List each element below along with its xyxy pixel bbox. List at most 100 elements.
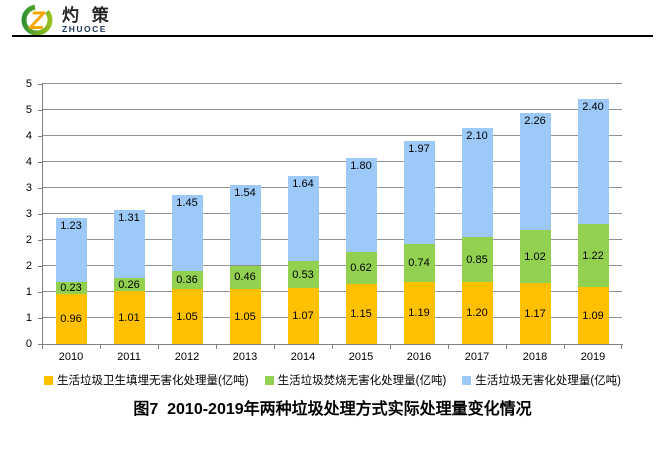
gridline: [42, 161, 622, 162]
bar-segment: 1.05: [229, 289, 261, 344]
bar-segment: 0.85: [461, 237, 493, 282]
y-axis-tick: [38, 318, 42, 319]
x-axis-tick: [621, 345, 622, 349]
header-divider: [12, 35, 653, 37]
bar-segment: 1.19: [403, 282, 435, 344]
x-axis-tick: [332, 345, 333, 349]
x-axis-tick: [216, 345, 217, 349]
gridline: [42, 187, 622, 188]
bar-segment: 1.64: [287, 175, 319, 261]
y-axis-tick-label: 3: [25, 208, 32, 220]
brand-text: 灼 策 ZHUOCE: [62, 5, 113, 34]
bar-segment: 1.17: [519, 283, 551, 344]
bar-value-label: 0.53: [292, 268, 314, 281]
legend-label: 生活垃圾卫生填埋无害化处理量(亿吨): [56, 375, 249, 387]
y-axis-tick: [38, 240, 42, 241]
y-axis-tick-label: 4: [25, 130, 32, 142]
bar-value-label: 1.02: [524, 250, 546, 263]
bar-segment: 1.15: [345, 284, 377, 344]
bar-segment: 1.01: [113, 291, 145, 344]
x-axis-tick: [42, 345, 43, 349]
y-axis-tick: [38, 188, 42, 189]
y-axis-tick-label: 2: [25, 234, 32, 246]
legend-item: 生活垃圾无害化处理量(亿吨): [462, 372, 621, 388]
x-axis-tick: [506, 345, 507, 349]
y-axis-line: [42, 84, 43, 345]
svg-text:Z: Z: [28, 7, 46, 35]
bar-value-label: 1.19: [408, 307, 430, 320]
bar-value-label: 1.05: [234, 310, 256, 323]
gridline: [42, 109, 622, 110]
bar-segment: 1.31: [113, 209, 145, 278]
bar-value-label: 1.05: [176, 310, 198, 323]
bar-value-label: 2.40: [582, 101, 604, 114]
legend-swatch-icon: [43, 375, 53, 385]
bar-segment: 1.07: [287, 288, 319, 344]
bar-value-label: 0.96: [60, 313, 82, 326]
x-axis-category-label: 2017: [464, 351, 490, 363]
bar-segment: 0.26: [113, 277, 145, 292]
bar-value-label: 2.10: [466, 130, 488, 143]
gridline: [42, 83, 622, 84]
gridline: [42, 135, 622, 136]
bar-segment: 1.23: [55, 218, 87, 283]
legend-swatch-icon: [462, 375, 472, 385]
x-axis-tick: [158, 345, 159, 349]
y-axis-tick-label: 5: [25, 78, 32, 90]
bar-segment: 0.23: [55, 282, 87, 294]
bar-segment: 0.46: [229, 265, 261, 290]
x-axis-category-label: 2010: [58, 351, 84, 363]
y-axis-tick-label: 2: [25, 260, 32, 272]
bar-segment: 0.96: [55, 294, 87, 344]
bar-value-label: 1.01: [118, 311, 140, 324]
bar-value-label: 0.36: [176, 274, 198, 287]
x-axis-category-label: 2011: [117, 351, 141, 363]
bar-value-label: 1.17: [524, 307, 546, 320]
y-axis-tick-label: 0: [25, 338, 32, 350]
brand-logo: Z 灼 策 ZHUOCE: [20, 3, 113, 37]
y-axis-tick: [38, 214, 42, 215]
y-axis-tick: [38, 110, 42, 111]
zhuoce-logo-icon: Z: [21, 4, 53, 36]
x-axis-tick: [274, 345, 275, 349]
bar-segment: 1.45: [171, 195, 203, 271]
bar-segment: 1.80: [345, 158, 377, 252]
bar-value-label: 1.97: [408, 143, 430, 156]
figure-caption: 图7 2010-2019年两种垃圾处理方式实际处理量变化情况: [133, 401, 532, 418]
y-axis-tick: [38, 266, 42, 267]
y-axis-tick-label: 1: [25, 312, 32, 324]
bar-value-label: 1.09: [582, 309, 604, 322]
bar-value-label: 0.46: [234, 271, 256, 284]
bar-segment: 0.36: [171, 270, 203, 290]
bar-value-label: 1.23: [60, 220, 82, 233]
gridline: [42, 317, 622, 318]
legend-label: 生活垃圾焚烧无害化处理量(亿吨): [277, 375, 447, 387]
bar-segment: 0.74: [403, 243, 435, 283]
gridline: [42, 239, 622, 240]
y-axis-tick-label: 4: [25, 156, 32, 168]
bar-segment: 1.05: [171, 289, 203, 344]
bar-value-label: 2.26: [524, 114, 546, 127]
bar-value-label: 1.22: [582, 249, 604, 262]
y-axis-tick: [38, 136, 42, 137]
brand-name-en: ZHUOCE: [62, 23, 107, 34]
bar-segment: 0.53: [287, 260, 319, 289]
x-axis-category-label: 2016: [406, 351, 432, 363]
x-axis-tick: [100, 345, 101, 349]
brand-name-cn: 灼 策: [62, 5, 113, 25]
bar-value-label: 0.62: [350, 262, 372, 275]
bar-value-label: 1.64: [292, 177, 314, 190]
bar-value-label: 0.26: [118, 278, 140, 291]
y-axis-tick: [38, 84, 42, 85]
chart-legend: 生活垃圾卫生填埋无害化处理量(亿吨) 生活垃圾焚烧无害化处理量(亿吨) 生活垃圾无害…: [0, 372, 665, 388]
plot-area: 0.96 0.23 1.23 1.01 0.26 1.31 1.05 0.36 1.45 1.05…: [42, 83, 622, 344]
bar-value-label: 1.31: [118, 211, 140, 224]
bar-segment: 1.02: [519, 230, 551, 284]
legend-label: 生活垃圾无害化处理量(亿吨): [475, 375, 621, 387]
gridline: [42, 213, 622, 214]
y-axis-tick-label: 5: [25, 104, 32, 116]
bar-segment: 2.26: [519, 112, 551, 231]
y-axis-tick: [38, 162, 42, 163]
bar-value-label: 1.20: [466, 306, 488, 319]
